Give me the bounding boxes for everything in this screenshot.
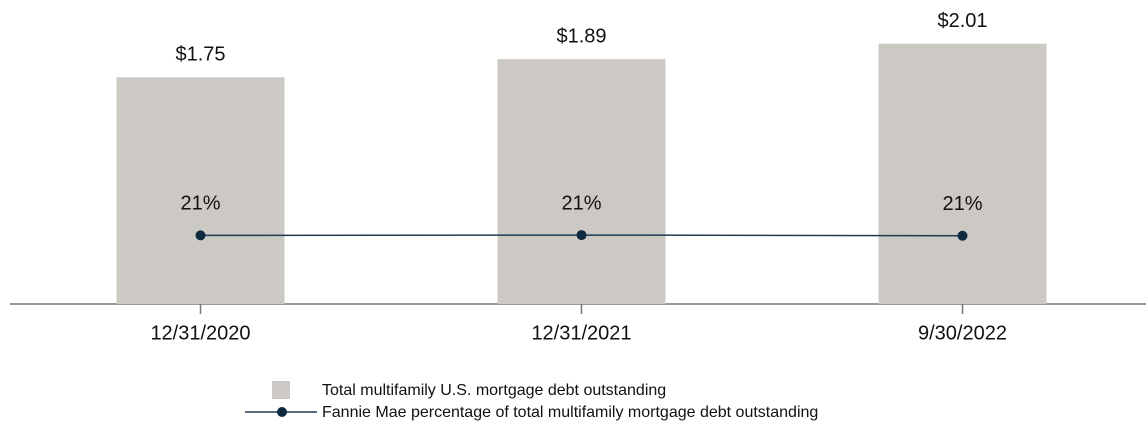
line-point (195, 230, 206, 241)
legend-swatch (272, 381, 290, 399)
line-point (957, 230, 968, 241)
line-value-label: 21% (942, 193, 982, 215)
legend-label: Fannie Mae percentage of total multifami… (322, 404, 818, 421)
x-tick-label: 12/31/2021 (531, 322, 631, 344)
bar-value-label: $1.75 (175, 44, 225, 66)
line-value-label: 21% (180, 193, 220, 215)
bar-value-label: $1.89 (556, 25, 606, 47)
bar (878, 43, 1047, 304)
bar (116, 77, 285, 304)
legend-label: Total multifamily U.S. mortgage debt out… (322, 382, 666, 399)
x-tick-label: 9/30/2022 (918, 322, 1007, 344)
x-tick-label: 12/31/2020 (150, 322, 250, 344)
line-value-label: 21% (561, 192, 601, 214)
legend-point (277, 407, 287, 417)
bar (497, 59, 666, 305)
line-point (576, 230, 587, 241)
bar-value-label: $2.01 (937, 10, 987, 32)
